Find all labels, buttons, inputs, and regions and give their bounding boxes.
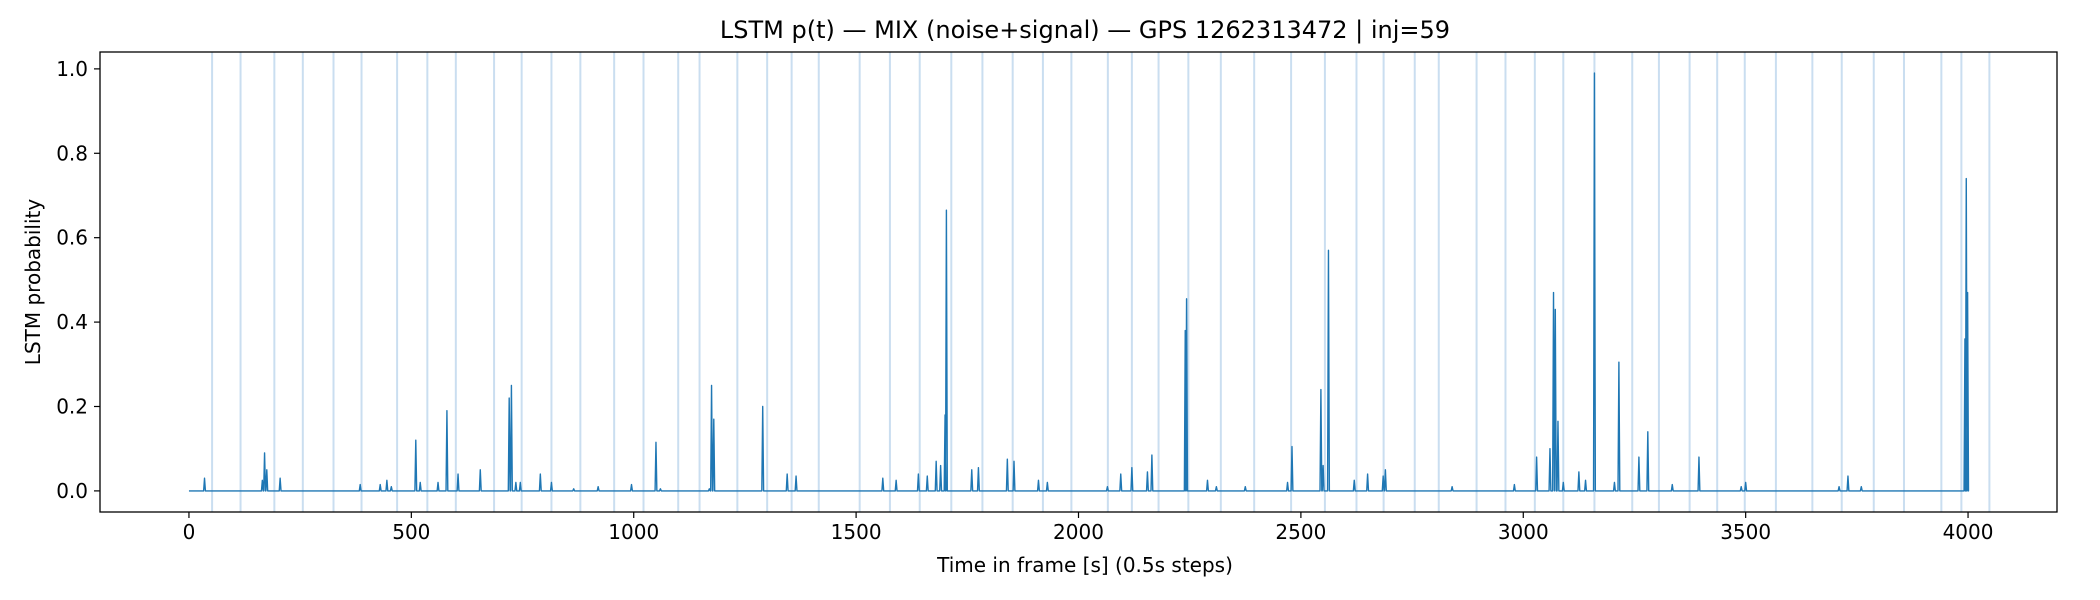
x-tick-label: 3000 <box>1498 520 1549 544</box>
x-axis: 0 500 1000 1500 2000 2500 3000 3500 4000 <box>183 512 1994 544</box>
x-tick-label: 3500 <box>1720 520 1771 544</box>
injection-lines <box>211 52 1991 512</box>
y-tick-label: 0.4 <box>56 310 88 334</box>
x-tick-label: 0 <box>183 520 196 544</box>
y-tick-label: 0.8 <box>56 141 88 165</box>
y-axis: 0.0 0.2 0.4 0.6 0.8 1.0 <box>56 57 100 503</box>
x-tick-label: 1500 <box>831 520 882 544</box>
x-tick-label: 500 <box>392 520 430 544</box>
y-tick-label: 0.0 <box>56 479 88 503</box>
y-tick-label: 0.6 <box>56 226 88 250</box>
x-tick-label: 2000 <box>1053 520 1104 544</box>
x-tick-label: 1000 <box>608 520 659 544</box>
x-axis-label: Time in frame [s] (0.5s steps) <box>936 553 1233 577</box>
series-line <box>188 72 1970 492</box>
y-tick-label: 0.2 <box>56 394 88 418</box>
series-group <box>188 72 1970 492</box>
y-tick-label: 1.0 <box>56 57 88 81</box>
x-tick-label: 4000 <box>1943 520 1994 544</box>
y-axis-label: LSTM probability <box>21 199 45 366</box>
chart-title: LSTM p(t) — MIX (noise+signal) — GPS 126… <box>720 16 1450 44</box>
x-tick-label: 2500 <box>1275 520 1326 544</box>
